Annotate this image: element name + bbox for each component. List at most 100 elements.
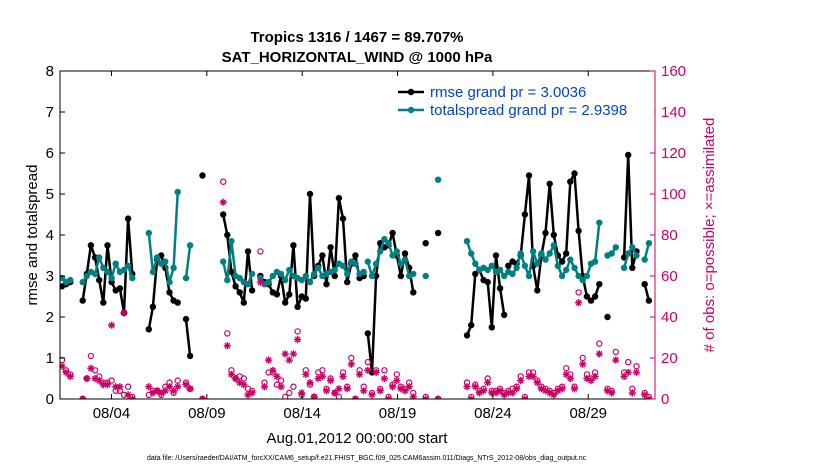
obs-assimilated-stroke [393,377,400,384]
x-tick-label: 08/09 [188,405,226,422]
obs-assimilated-stroke [278,383,285,390]
spread-point [558,272,566,280]
spread-point [496,266,504,274]
obs-possible-point [286,389,293,397]
obs-assimilated-point [364,366,372,374]
obs-assimilated-stroke [187,385,194,392]
y-tick-label: 0 [46,391,54,408]
spread-point [220,258,227,265]
rmse-point [629,264,636,271]
obs-assimilated-stroke [154,387,161,394]
obs-assimilated-stroke [464,383,470,390]
rmse-point [344,278,351,286]
rmse-point [339,215,347,222]
rmse-line [184,318,192,357]
rmse-point [542,229,549,237]
obs-assimilated-point [227,370,235,378]
spread-point [513,264,520,271]
spread-point [277,270,285,278]
obs-assimilated-stroke [538,385,545,392]
rmse-point [571,170,578,177]
spread-point [385,240,392,247]
spread-point [302,272,309,280]
rmse-point [232,283,239,290]
y2-tick-label: 120 [661,145,686,162]
obs-assimilated-stroke [323,387,330,394]
rmse-point [79,297,86,304]
x-tick-label: 08/19 [379,405,417,422]
obs-assimilated-point [277,383,285,391]
spread-point [228,238,235,245]
obs-assimilated-point [372,368,380,376]
obs-assimilated-stroke [368,391,375,398]
rmse-point [645,297,653,304]
obs-assimilated-point [624,368,632,376]
spread-point [521,262,529,269]
obs-assimilated-stroke [294,336,301,343]
spread-point [645,240,653,247]
rmse-point [104,242,111,249]
obs-assimilated-point [579,360,587,368]
spread-point [641,256,648,263]
obs-assimilated-point [327,376,335,385]
obs-assimilated-point [318,372,326,381]
spread-point [525,272,533,280]
obs-assimilated-point [335,385,343,393]
rmse-point [434,229,442,237]
rmse-line [221,214,254,304]
spread-point [629,244,636,251]
spread-point [182,274,190,282]
spread-point [145,229,152,237]
obs-assimilated-stroke [302,371,309,378]
y2-tick-label: 140 [661,104,686,121]
obs-assimilated-point [170,387,178,395]
obs-assimilated-point [240,381,248,389]
obs-assimilated-point [595,350,603,358]
obs-assimilated-point [120,309,128,317]
obs-assimilated-point [521,395,529,399]
rmse-point [145,326,152,333]
obs-assimilated-point [124,391,132,399]
obs-assimilated-stroke [67,373,74,380]
obs-assimilated-stroke [373,369,380,376]
obs-assimilated-point [480,387,488,395]
obs-assimilated-stroke [604,387,611,394]
obs-assimilated-stroke [327,377,334,384]
spread-point [571,264,578,271]
obs-assimilated-stroke [625,369,632,376]
obs-assimilated-stroke [183,381,189,388]
obs-assimilated-stroke [96,377,103,384]
spread-point [377,248,384,255]
obs-assimilated-point [343,385,351,393]
spread-point [339,262,347,269]
spread-point [166,278,173,286]
obs-assimilated-stroke [131,396,136,399]
y-tick-label: 1 [46,350,54,367]
obs-assimilated-stroke [406,383,413,390]
obs-assimilated-point [393,376,401,385]
obs-assimilated-point [269,366,277,374]
obs-assimilated-point [612,356,620,364]
obs-assimilated-point [265,356,273,364]
rmse-point [228,268,235,276]
obs-assimilated-stroke [360,387,367,394]
spread-point [282,276,289,284]
obs-assimilated-stroke [484,379,491,386]
obs-assimilated-point [145,383,153,391]
obs-assimilated-stroke [641,391,648,398]
obs-assimilated-stroke [249,389,256,396]
spread-point [108,274,115,282]
obs-assimilated-stroke [470,396,475,399]
rmse-point [397,272,405,280]
rmse-point [389,229,396,237]
rmse-point [124,215,132,222]
obs-possible-point [364,358,371,366]
rmse-point [422,240,429,247]
obs-assimilated-stroke [559,385,566,392]
spread-point [344,270,351,278]
y-tick-label: 3 [46,268,54,285]
obs-assimilated-stroke [521,396,526,399]
obs-assimilated-stroke [319,373,326,380]
y-tick-label: 4 [46,227,54,244]
spread-point [269,272,276,280]
